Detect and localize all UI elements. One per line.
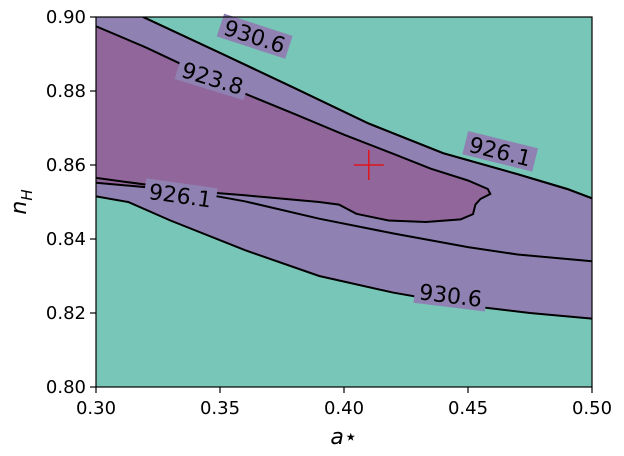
y-tick-label: 0.90 [46, 7, 86, 28]
x-tick-label: 0.35 [200, 398, 240, 419]
contour-lines [96, 17, 592, 320]
y-tick-label: 0.84 [46, 229, 86, 250]
contour-label-bg [142, 178, 218, 213]
contour-line-930-6-0 [142, 17, 592, 200]
x-tick-label: 0.40 [324, 398, 364, 419]
contour-label-bg [216, 13, 293, 59]
y-axis: 0.80 0.82 0.84 0.86 0.88 0.90 [46, 7, 96, 398]
x-axis: 0.30 0.35 0.40 0.45 0.50 [76, 387, 612, 419]
x-axis-label: a⋆ [330, 425, 357, 450]
contour-label-bg [174, 56, 251, 101]
contour-label-bg [462, 130, 539, 172]
y-tick-label: 0.82 [46, 303, 86, 324]
x-tick-label: 0.50 [572, 398, 612, 419]
y-tick-label: 0.80 [46, 377, 86, 398]
best-fit-marker [353, 150, 384, 180]
y-axis-label: nH [7, 189, 36, 214]
y-tick-label: 0.86 [46, 155, 86, 176]
y-tick-label: 0.88 [46, 81, 86, 102]
x-tick-label: 0.30 [76, 398, 116, 419]
x-tick-label: 0.45 [448, 398, 488, 419]
contour-line-923-8-0 [96, 25, 492, 224]
contour-label-bg [413, 278, 488, 312]
contour-label-926-1-1: 926.1 [142, 178, 218, 214]
contour-line-930-6-1 [96, 195, 592, 320]
